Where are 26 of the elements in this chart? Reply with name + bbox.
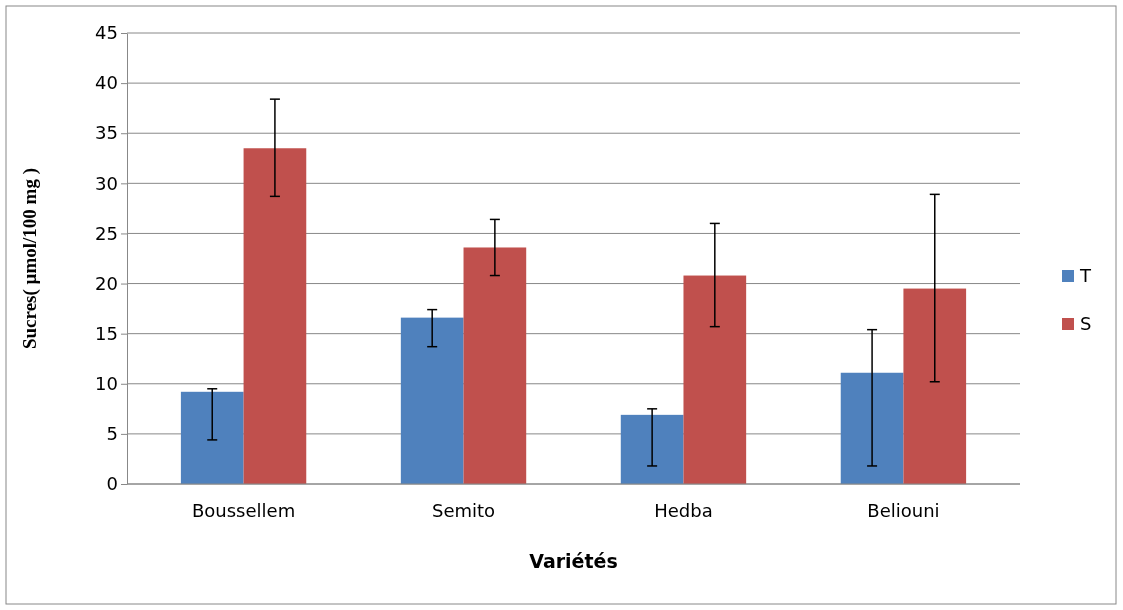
bar: [683, 275, 747, 484]
y-tick-label: 40: [95, 72, 118, 94]
bar: [620, 414, 684, 484]
legend-label: S: [1080, 313, 1092, 334]
bar: [180, 391, 244, 484]
bar: [903, 288, 967, 484]
y-tick-label: 10: [95, 373, 118, 395]
y-axis-title: Sucres( µmol/100 mg ): [19, 167, 41, 350]
x-tick-label: Boussellem: [191, 499, 296, 521]
bar: [840, 372, 904, 484]
x-tick-label: Semito: [431, 499, 496, 521]
y-tick-label: 20: [95, 272, 118, 294]
y-tick-label: 35: [95, 122, 118, 144]
legend-label: T: [1079, 265, 1092, 286]
bar: [243, 148, 307, 484]
x-axis-title: Variétés: [529, 550, 618, 572]
y-tick-label: 30: [95, 172, 118, 194]
bar: [400, 317, 464, 484]
y-tick-label: 45: [95, 22, 118, 44]
y-tick-label: 5: [106, 423, 118, 445]
bar: [463, 247, 527, 484]
x-tick-label: Hedba: [654, 499, 713, 521]
x-tick-label: Beliouni: [867, 499, 940, 521]
y-tick-label: 15: [95, 322, 118, 344]
y-tick-label: 25: [95, 222, 118, 244]
y-tick-label: 0: [106, 473, 118, 495]
